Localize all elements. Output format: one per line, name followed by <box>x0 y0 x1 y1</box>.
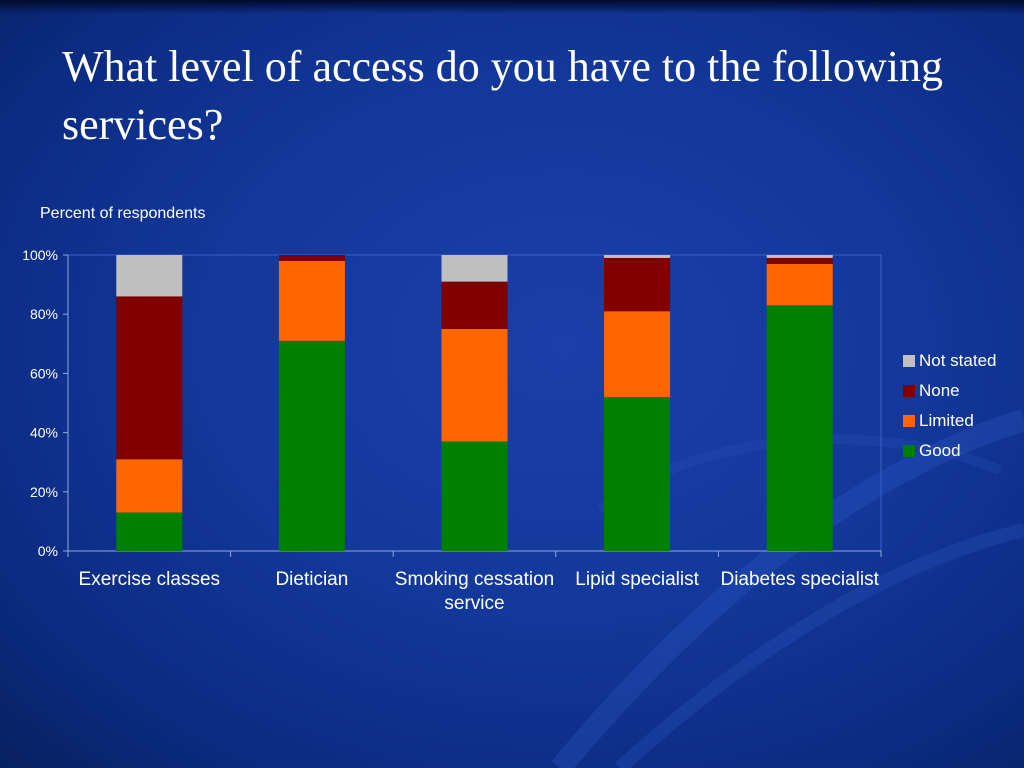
bar-segment-not-stated <box>116 255 183 297</box>
y-tick-label: 100% <box>22 247 58 263</box>
bar-segment-limited <box>278 260 345 341</box>
y-tick-label: 60% <box>30 365 58 381</box>
y-tick-label: 40% <box>30 425 58 441</box>
bar-segment-limited <box>604 311 671 398</box>
legend-item: Good <box>903 436 997 466</box>
bar-segment-not-stated <box>766 255 833 258</box>
bar-segment-not-stated <box>441 255 508 282</box>
x-tick-label: Dietician <box>275 569 349 590</box>
legend-item: None <box>903 376 997 406</box>
bar-segment-not-stated <box>604 255 671 258</box>
x-tick-label: Lipid specialist <box>575 569 699 590</box>
x-tick-label: Exercise classes <box>78 569 221 590</box>
legend-swatch <box>903 355 915 367</box>
y-tick-label: 20% <box>30 484 58 500</box>
legend-label: Limited <box>919 411 974 430</box>
slide-title: What level of access do you have to the … <box>62 42 943 149</box>
legend-item: Not stated <box>903 346 997 376</box>
bar-segment-good <box>278 340 345 551</box>
x-tick-label: Diabetes specialist <box>720 569 879 590</box>
bar-segment-none <box>441 281 508 329</box>
legend-swatch <box>903 385 915 397</box>
bar-segment-none <box>116 296 183 460</box>
bar-segment-none <box>278 255 345 261</box>
bar-segment-limited <box>116 459 183 513</box>
y-axis-label: Percent of respondents <box>40 205 206 222</box>
bar-segment-good <box>604 397 671 551</box>
legend-label: Not stated <box>919 351 997 370</box>
legend-item: Limited <box>903 406 997 436</box>
bar-segment-good <box>116 512 183 551</box>
bar-segment-none <box>766 257 833 264</box>
legend-label: Good <box>919 441 961 460</box>
legend-swatch <box>903 445 915 457</box>
top-band <box>0 0 1024 14</box>
legend-label: None <box>919 381 960 400</box>
bar-segment-limited <box>766 263 833 306</box>
legend-swatch <box>903 415 915 427</box>
bar-segment-good <box>766 305 833 551</box>
bar-segment-none <box>604 257 671 312</box>
chart-legend: Not stated None Limited Good <box>903 346 997 466</box>
bar-segment-limited <box>441 329 508 442</box>
bar-segment-good <box>441 441 508 551</box>
y-tick-label: 80% <box>30 306 58 322</box>
x-tick-label: Smoking cessation service <box>394 569 555 614</box>
y-tick-label: 0% <box>38 543 58 559</box>
